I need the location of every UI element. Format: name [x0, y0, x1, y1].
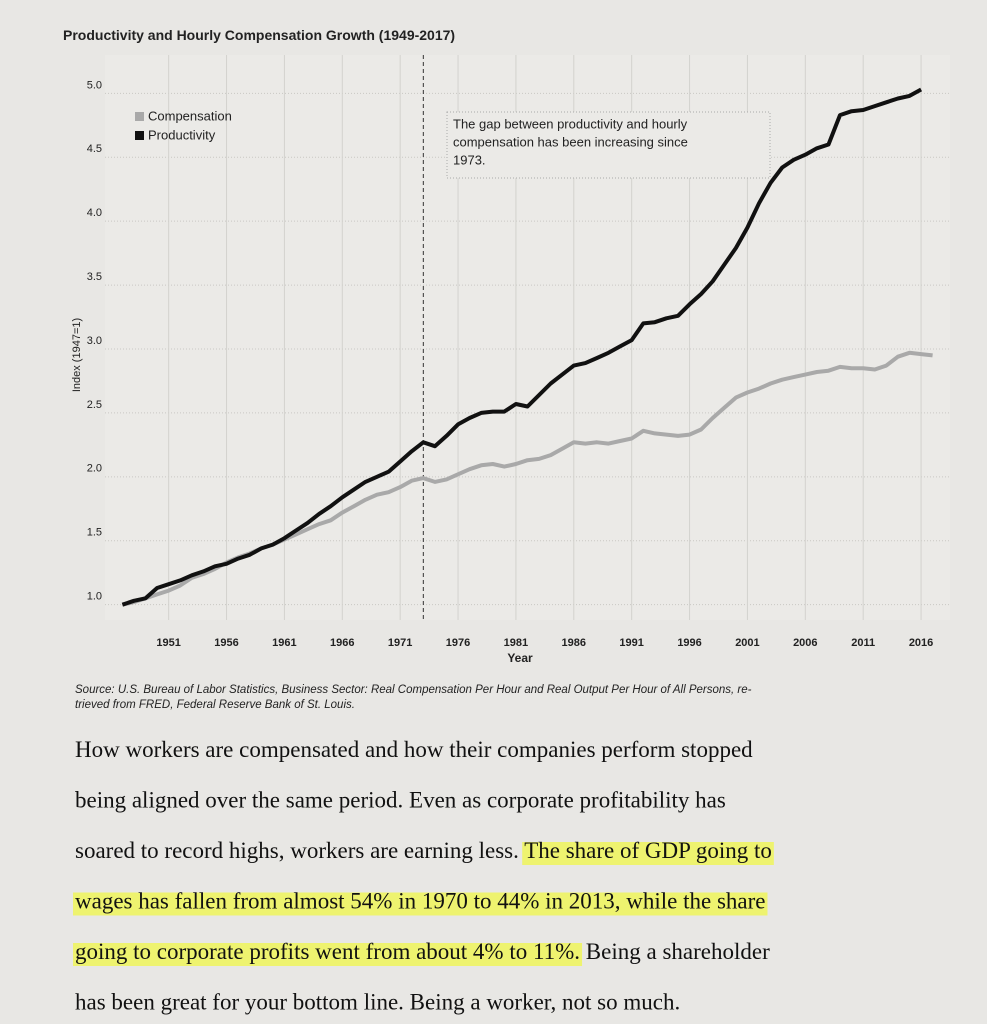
body-segment: How workers are compensated and how thei… [75, 737, 753, 762]
body-segment: going to corporate profits went from abo… [75, 939, 580, 964]
annotation-text: 1973. [453, 152, 486, 167]
source-note: trieved from FRED, Federal Reserve Bank … [75, 699, 355, 711]
x-tick-label: 1971 [388, 637, 412, 649]
y-axis-label: Index (1947=1) [71, 318, 83, 392]
x-tick-label: 2001 [735, 637, 759, 649]
y-tick-label: 1.0 [87, 591, 102, 603]
body-segment: has been great for your bottom line. Bei… [75, 990, 680, 1015]
legend-swatch [135, 131, 144, 140]
body-segment: being aligned over the same period. Even… [75, 788, 726, 813]
x-tick-label: 1961 [272, 637, 296, 649]
legend-swatch [135, 112, 144, 121]
y-tick-label: 2.5 [87, 399, 102, 411]
highlight [522, 842, 774, 865]
x-tick-label: 1976 [446, 637, 470, 649]
legend-label: Compensation [148, 108, 232, 123]
highlight [73, 943, 583, 966]
body-line: going to corporate profits went from abo… [75, 939, 770, 964]
body-segment: soared to record highs, workers are earn… [75, 838, 524, 863]
y-tick-label: 1.5 [87, 527, 102, 539]
body-line: wages has fallen from almost 54% in 1970… [75, 889, 766, 914]
body-segment: The share of GDP going to [524, 838, 772, 863]
x-tick-label: 1981 [504, 637, 528, 649]
x-tick-label: 1996 [677, 637, 701, 649]
x-tick-label: 1956 [214, 637, 238, 649]
annotation-text: compensation has been increasing since [453, 134, 688, 149]
x-tick-label: 2011 [851, 637, 875, 649]
x-axis-label: Year [507, 651, 533, 665]
body-line: being aligned over the same period. Even… [75, 788, 726, 813]
body-segment: wages has fallen from almost 54% in 1970… [75, 889, 766, 914]
x-tick-label: 1966 [330, 637, 354, 649]
x-tick-label: 2006 [793, 637, 817, 649]
x-tick-label: 1991 [619, 637, 643, 649]
y-tick-label: 4.0 [87, 207, 102, 219]
body-line: How workers are compensated and how thei… [75, 737, 753, 762]
series-line [121, 87, 923, 607]
y-tick-label: 4.5 [87, 143, 102, 155]
source-note: Source: U.S. Bureau of Labor Statistics,… [75, 684, 752, 696]
legend-label: Productivity [148, 127, 216, 142]
x-tick-label: 1951 [156, 637, 180, 649]
y-tick-label: 2.0 [87, 463, 102, 475]
x-tick-label: 2016 [909, 637, 933, 649]
y-tick-label: 5.0 [87, 79, 102, 91]
x-tick-label: 1986 [562, 637, 586, 649]
highlight [73, 892, 768, 916]
annotation-text: The gap between productivity and hourly [453, 116, 688, 131]
chart-title: Productivity and Hourly Compensation Gro… [63, 27, 455, 43]
body-segment: Being a shareholder [580, 939, 770, 964]
body-line: soared to record highs, workers are earn… [75, 838, 772, 863]
y-tick-label: 3.0 [87, 335, 102, 347]
annotation-box [446, 111, 771, 179]
body-line: has been great for your bottom line. Bei… [75, 990, 680, 1015]
y-tick-label: 3.5 [87, 271, 102, 283]
